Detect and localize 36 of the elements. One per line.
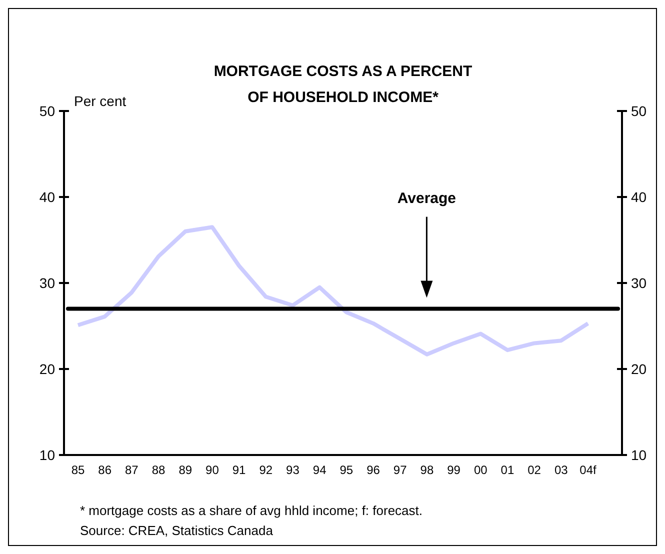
y-tick-label: 30 xyxy=(39,275,56,291)
x-tick-label: 00 xyxy=(474,463,488,477)
x-tick-label: 91 xyxy=(232,463,246,477)
x-tick-label: 85 xyxy=(71,463,85,477)
x-tick-label: 90 xyxy=(206,463,220,477)
source-note: Source: CREA, Statistics Canada xyxy=(80,523,274,538)
y-tick-label: 10 xyxy=(39,447,56,463)
x-tick-label: 96 xyxy=(366,463,380,477)
y-tick-label: 40 xyxy=(39,189,56,205)
x-tick-label: 03 xyxy=(554,463,568,477)
x-tick-label: 88 xyxy=(152,463,166,477)
line-series xyxy=(76,225,590,356)
x-tick-label: 97 xyxy=(393,463,408,477)
x-tick-label: 02 xyxy=(528,463,542,477)
y2-tick-label: 30 xyxy=(631,275,647,291)
y-axis-title: Per cent xyxy=(74,93,126,109)
y2-tick-label: 40 xyxy=(631,189,647,205)
x-tick-label: 93 xyxy=(286,463,300,477)
y2-tick-label: 10 xyxy=(631,447,647,463)
x-tick-label: 94 xyxy=(312,463,327,477)
ref-line-label: Average xyxy=(397,190,456,207)
y-tick-label: 20 xyxy=(39,361,56,377)
x-tick-label: 92 xyxy=(259,463,273,477)
x-tick-label: 89 xyxy=(178,463,192,477)
text: * mortgage costs as a share of avg hhld income; f: forecast. xyxy=(80,503,423,518)
x-tick-label: 95 xyxy=(340,463,354,477)
y-tick-label: 50 xyxy=(39,103,56,119)
x-tick-label: 04f xyxy=(580,463,598,477)
y2-tick-label: 20 xyxy=(631,361,647,377)
y2-tick-label: 50 xyxy=(631,103,647,119)
x-tick-label: 98 xyxy=(420,463,434,477)
x-tick-label: 87 xyxy=(125,463,139,477)
chart-title: MORTGAGE COSTS AS A PERCENT OF HOUSEHOLD INCOME* xyxy=(214,63,472,106)
x-tick-label: 01 xyxy=(500,463,514,477)
x-tick-label: 99 xyxy=(447,463,461,477)
x-tick-label: 86 xyxy=(98,463,112,477)
